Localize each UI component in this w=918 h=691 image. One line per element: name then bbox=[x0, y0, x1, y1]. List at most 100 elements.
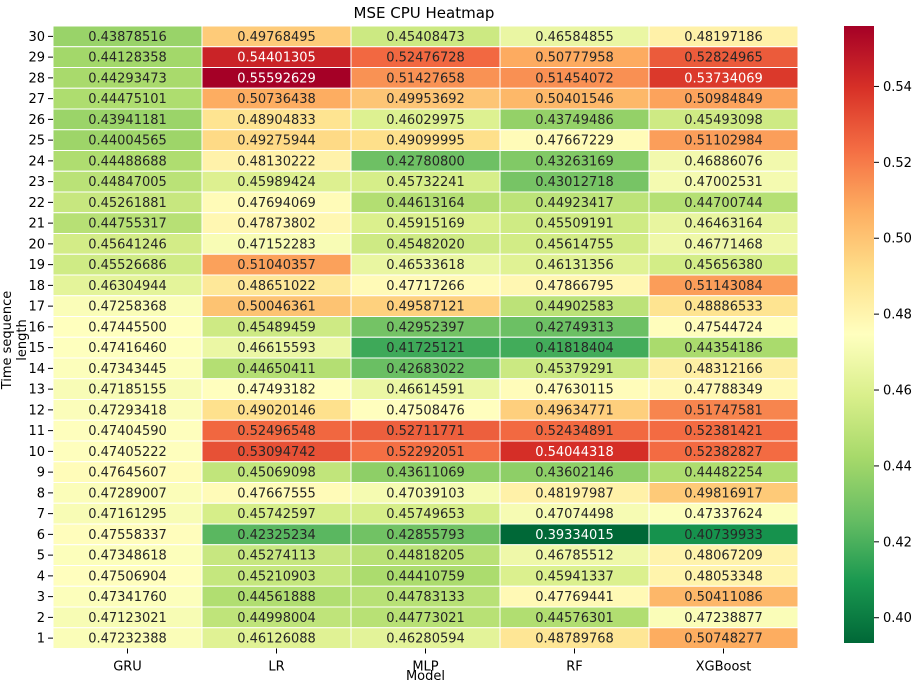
cell-value-label: 0.43611069 bbox=[386, 466, 465, 481]
cell-value-label: 0.43602146 bbox=[535, 466, 614, 481]
cell-value-label: 0.45989424 bbox=[237, 175, 316, 190]
cell-value-label: 0.44354186 bbox=[684, 341, 763, 356]
cell-value-label: 0.44482254 bbox=[684, 466, 763, 481]
cell-value-label: 0.47544724 bbox=[684, 320, 763, 335]
cell-value-label: 0.45489459 bbox=[237, 320, 316, 335]
cell-value-label: 0.44700744 bbox=[684, 196, 763, 211]
cell-value-label: 0.44488688 bbox=[88, 154, 167, 169]
cell-value-label: 0.52824965 bbox=[684, 51, 763, 66]
cell-value-label: 0.46126088 bbox=[237, 632, 316, 647]
cell-value-label: 0.41725121 bbox=[386, 341, 465, 356]
y-tick-label: 23 bbox=[28, 175, 45, 190]
cell-value-label: 0.47258368 bbox=[88, 300, 167, 315]
cell-value-label: 0.44128358 bbox=[88, 51, 167, 66]
cell-value-label: 0.47074498 bbox=[535, 507, 614, 522]
cell-value-label: 0.46463164 bbox=[684, 217, 763, 232]
cell-value-label: 0.45915169 bbox=[386, 217, 465, 232]
x-tick-label: MLP bbox=[412, 660, 438, 675]
cell-value-label: 0.44755317 bbox=[88, 217, 167, 232]
cell-value-label: 0.47788349 bbox=[684, 383, 763, 398]
cell-value-label: 0.47289007 bbox=[88, 486, 167, 501]
cell-value-label: 0.44998004 bbox=[237, 611, 316, 626]
y-tick-label: 21 bbox=[28, 217, 45, 232]
y-tick-label: 10 bbox=[28, 445, 45, 460]
y-tick-label: 7 bbox=[37, 507, 45, 522]
cell-value-label: 0.45941337 bbox=[535, 569, 614, 584]
y-tick-label: 5 bbox=[37, 549, 45, 564]
cell-value-label: 0.46584855 bbox=[535, 30, 614, 45]
cell-value-label: 0.50401546 bbox=[535, 92, 614, 107]
cell-value-label: 0.45656380 bbox=[684, 258, 763, 273]
x-tick-label: XGBoost bbox=[696, 660, 752, 675]
cell-value-label: 0.51427658 bbox=[386, 71, 465, 86]
y-tick-label: 2 bbox=[37, 611, 45, 626]
y-tick-label: 17 bbox=[28, 300, 45, 315]
y-tick-label: 9 bbox=[37, 466, 45, 481]
cell-value-label: 0.43941181 bbox=[88, 113, 167, 128]
y-tick-label: 3 bbox=[37, 590, 45, 605]
colorbar-tick-label: 0.54 bbox=[883, 80, 912, 95]
y-tick-label: 16 bbox=[28, 320, 45, 335]
cell-value-label: 0.51747581 bbox=[684, 403, 763, 418]
cell-value-label: 0.47232388 bbox=[88, 632, 167, 647]
cell-value-label: 0.44613164 bbox=[386, 196, 465, 211]
cell-value-label: 0.46304944 bbox=[88, 279, 167, 294]
cell-value-label: 0.52382827 bbox=[684, 445, 763, 460]
cell-value-label: 0.45732241 bbox=[386, 175, 465, 190]
cell-value-label: 0.53094742 bbox=[237, 445, 316, 460]
cell-value-label: 0.45742597 bbox=[237, 507, 316, 522]
y-tick-label: 19 bbox=[28, 258, 45, 273]
y-tick-label: 14 bbox=[28, 362, 45, 377]
y-tick-label: 6 bbox=[37, 528, 45, 543]
cell-value-label: 0.46029975 bbox=[386, 113, 465, 128]
cell-value-label: 0.45408473 bbox=[386, 30, 465, 45]
cell-value-label: 0.48067209 bbox=[684, 549, 763, 564]
cell-value-label: 0.42780800 bbox=[386, 154, 465, 169]
y-tick-label: 18 bbox=[28, 279, 45, 294]
cell-value-label: 0.45641246 bbox=[88, 237, 167, 252]
y-tick-label: 22 bbox=[28, 196, 45, 211]
cell-value-label: 0.47873802 bbox=[237, 217, 316, 232]
y-tick-label: 25 bbox=[28, 134, 45, 149]
y-tick-label: 4 bbox=[37, 569, 45, 584]
y-tick-label: 11 bbox=[28, 424, 45, 439]
cell-value-label: 0.44004565 bbox=[88, 134, 167, 149]
cell-value-label: 0.43749486 bbox=[535, 113, 614, 128]
cell-value-label: 0.46614591 bbox=[386, 383, 465, 398]
cell-value-label: 0.47002531 bbox=[684, 175, 763, 190]
cell-value-label: 0.49020146 bbox=[237, 403, 316, 418]
y-tick-label: 24 bbox=[28, 154, 45, 169]
cell-value-label: 0.47630115 bbox=[535, 383, 614, 398]
cell-value-label: 0.42325234 bbox=[237, 528, 316, 543]
cell-value-label: 0.42749313 bbox=[535, 320, 614, 335]
cell-value-label: 0.42683022 bbox=[386, 362, 465, 377]
cell-value-label: 0.44561888 bbox=[237, 590, 316, 605]
cell-value-label: 0.39334015 bbox=[535, 528, 614, 543]
cell-value-label: 0.48904833 bbox=[237, 113, 316, 128]
cell-value-label: 0.54401305 bbox=[237, 51, 316, 66]
cell-value-label: 0.51102984 bbox=[684, 134, 763, 149]
cell-value-label: 0.46886076 bbox=[684, 154, 763, 169]
cell-value-label: 0.44783133 bbox=[386, 590, 465, 605]
cell-value-label: 0.44773021 bbox=[386, 611, 465, 626]
cell-value-label: 0.46785512 bbox=[535, 549, 614, 564]
cell-value-label: 0.49634771 bbox=[535, 403, 614, 418]
cell-value-label: 0.47123021 bbox=[88, 611, 167, 626]
cell-value-label: 0.50411086 bbox=[684, 590, 763, 605]
y-tick-label: 30 bbox=[28, 30, 45, 45]
cell-value-label: 0.44923417 bbox=[535, 196, 614, 211]
cell-value-label: 0.49587121 bbox=[386, 300, 465, 315]
cell-value-label: 0.53734069 bbox=[684, 71, 763, 86]
cell-value-label: 0.45749653 bbox=[386, 507, 465, 522]
cell-value-label: 0.47694069 bbox=[237, 196, 316, 211]
y-tick-label: 28 bbox=[28, 71, 45, 86]
cell-value-label: 0.47343445 bbox=[88, 362, 167, 377]
cell-value-label: 0.45210903 bbox=[237, 569, 316, 584]
cell-value-label: 0.46280594 bbox=[386, 632, 465, 647]
cell-value-label: 0.46131356 bbox=[535, 258, 614, 273]
cell-value-label: 0.47238877 bbox=[684, 611, 763, 626]
cell-value-label: 0.44650411 bbox=[237, 362, 316, 377]
cell-value-label: 0.46771468 bbox=[684, 237, 763, 252]
cell-value-label: 0.48053348 bbox=[684, 569, 763, 584]
chart-title: MSE CPU Heatmap bbox=[353, 4, 495, 22]
